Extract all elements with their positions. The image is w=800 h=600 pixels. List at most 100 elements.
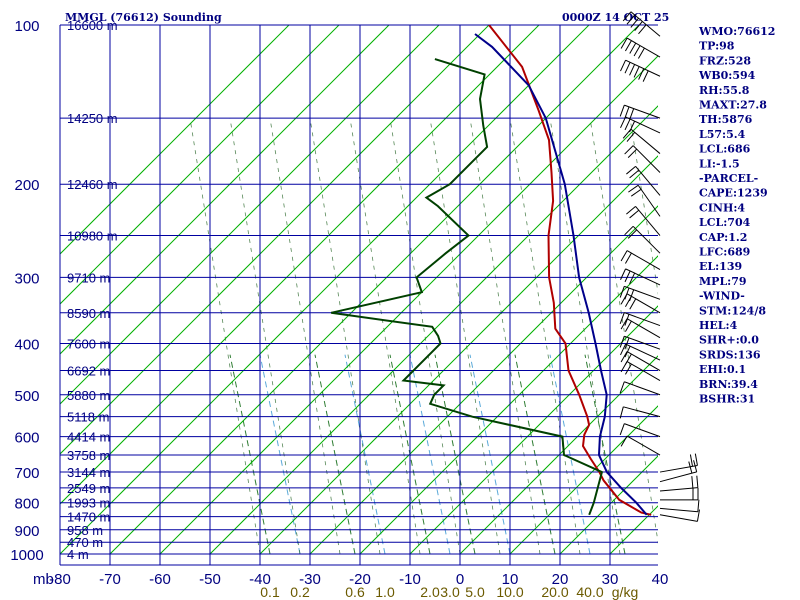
wind-barb bbox=[619, 423, 661, 438]
height-label: 12460 m bbox=[67, 177, 118, 192]
mixing-ratio-label: 20.0 bbox=[541, 584, 568, 600]
profile-line-2 bbox=[330, 58, 604, 516]
temperature-tick-label: 20 bbox=[552, 571, 569, 588]
wind-barb bbox=[620, 37, 661, 59]
index-value: LFC:689 bbox=[699, 246, 750, 259]
mixing-ratio-labels: 0.1 0.2 0.6 1.0 2.0 3.0 5.0 10.0 20.0 40.0 g/kg bbox=[260, 584, 638, 600]
mixing-ratio-label: 2.0 bbox=[420, 584, 440, 600]
isotherm-line bbox=[60, 25, 540, 505]
isotherm-line bbox=[60, 25, 440, 405]
height-label: 470 m bbox=[67, 535, 103, 550]
isotherm-line bbox=[60, 25, 490, 455]
wind-barb bbox=[620, 116, 661, 134]
height-label: 5118 m bbox=[67, 410, 109, 425]
wind-barb bbox=[628, 184, 661, 217]
index-value: CAP:1.2 bbox=[699, 231, 747, 244]
index-value: L57:5.4 bbox=[699, 128, 746, 141]
height-label: 4414 m bbox=[67, 430, 110, 445]
adiabat-line bbox=[229, 118, 301, 555]
temperature-tick-label: 0 bbox=[456, 571, 464, 588]
wind-barb bbox=[659, 499, 700, 513]
index-value: -PARCEL- bbox=[699, 172, 758, 185]
adiabat-line bbox=[469, 118, 541, 555]
wind-barb bbox=[620, 351, 661, 371]
adiabat-line bbox=[589, 118, 658, 545]
temperature-tick-label: -10 bbox=[399, 571, 421, 588]
wind-barb bbox=[619, 381, 661, 396]
mixing-ratio-label: g/kg bbox=[612, 584, 638, 600]
index-value: TP:98 bbox=[699, 40, 735, 53]
chart-datetime: 0000Z 14 OCT 25 bbox=[562, 11, 669, 24]
index-value: FRZ:528 bbox=[699, 54, 751, 67]
index-value: LCL:686 bbox=[699, 143, 751, 156]
height-label: 5880 m bbox=[67, 388, 110, 403]
wind-barb bbox=[659, 453, 698, 473]
isotherm-line bbox=[60, 25, 390, 355]
temperature-tick-label: -50 bbox=[199, 571, 221, 588]
wind-barb bbox=[659, 460, 698, 483]
isotherm-line bbox=[509, 405, 658, 555]
index-value: MPL:79 bbox=[699, 275, 747, 288]
mixing-ratio-label: 0.6 bbox=[345, 584, 365, 600]
wind-barb bbox=[624, 145, 661, 173]
mixing-ratio-line bbox=[584, 354, 626, 555]
wind-barb bbox=[659, 475, 699, 492]
index-value: EL:139 bbox=[699, 260, 742, 273]
mixing-ratio-label: 0.2 bbox=[290, 584, 310, 600]
index-value: CAPE:1239 bbox=[699, 187, 768, 200]
isotherm-line bbox=[409, 305, 658, 555]
adiabat-line bbox=[189, 118, 261, 555]
wind-barb bbox=[620, 293, 661, 314]
height-label: 4 m bbox=[67, 547, 89, 562]
mixing-ratio-line bbox=[434, 354, 476, 555]
wind-barb bbox=[619, 406, 661, 419]
wind-barb bbox=[619, 104, 661, 121]
pressure-tick-label: 1000 bbox=[10, 547, 43, 564]
mixing-ratio-label: 1.0 bbox=[375, 584, 395, 600]
isotherm-line bbox=[459, 355, 658, 555]
mixing-ratio-line bbox=[549, 354, 591, 555]
index-value: SRDS:136 bbox=[699, 348, 761, 361]
height-label: 9710 m bbox=[67, 270, 110, 285]
pressure-tick-label: 600 bbox=[14, 430, 39, 447]
wind-barb bbox=[622, 128, 661, 154]
isotherm-line bbox=[259, 155, 658, 555]
mixing-ratio-label: 0.1 bbox=[260, 584, 280, 600]
mixing-ratio-line bbox=[344, 354, 386, 555]
mixing-ratio-lines bbox=[189, 118, 658, 555]
isotherm-line bbox=[60, 25, 590, 555]
pressure-tick-label: 300 bbox=[14, 270, 39, 287]
isotherm-line bbox=[60, 25, 340, 305]
wind-barb bbox=[620, 318, 661, 339]
pressure-tick-label: 700 bbox=[14, 465, 39, 482]
isotherm-line bbox=[60, 25, 290, 255]
wind-barb bbox=[624, 225, 661, 254]
mixing-ratio-label: 3.0 bbox=[440, 584, 460, 600]
index-value: SHR+:0.0 bbox=[699, 334, 759, 347]
isotherm-line bbox=[559, 455, 658, 555]
height-label: 14250 m bbox=[67, 111, 118, 126]
wind-barb bbox=[620, 361, 661, 381]
mixing-ratio-line bbox=[469, 354, 511, 555]
wind-barb bbox=[626, 206, 661, 236]
isotherm-line bbox=[109, 25, 640, 555]
adiabat-line bbox=[389, 118, 461, 555]
height-label: 3144 m bbox=[67, 465, 110, 480]
index-value: WB0:594 bbox=[698, 69, 756, 82]
isotherm-line bbox=[159, 55, 658, 555]
pressure-tick-label: 500 bbox=[14, 388, 39, 405]
adiabat-line bbox=[349, 118, 421, 555]
adiabat-line bbox=[509, 118, 581, 555]
x-unit-label: mb bbox=[33, 571, 54, 588]
height-label: 16600 m bbox=[67, 18, 118, 33]
pressure-tick-label: 400 bbox=[14, 336, 39, 353]
isotherm-lines bbox=[60, 25, 658, 555]
isotherm-line bbox=[359, 255, 658, 555]
index-value: -WIND- bbox=[699, 290, 745, 303]
temperature-tick-label: -30 bbox=[299, 571, 321, 588]
adiabat-line bbox=[429, 118, 501, 555]
adiabat-line bbox=[549, 118, 621, 555]
pressure-tick-label: 100 bbox=[14, 18, 39, 35]
